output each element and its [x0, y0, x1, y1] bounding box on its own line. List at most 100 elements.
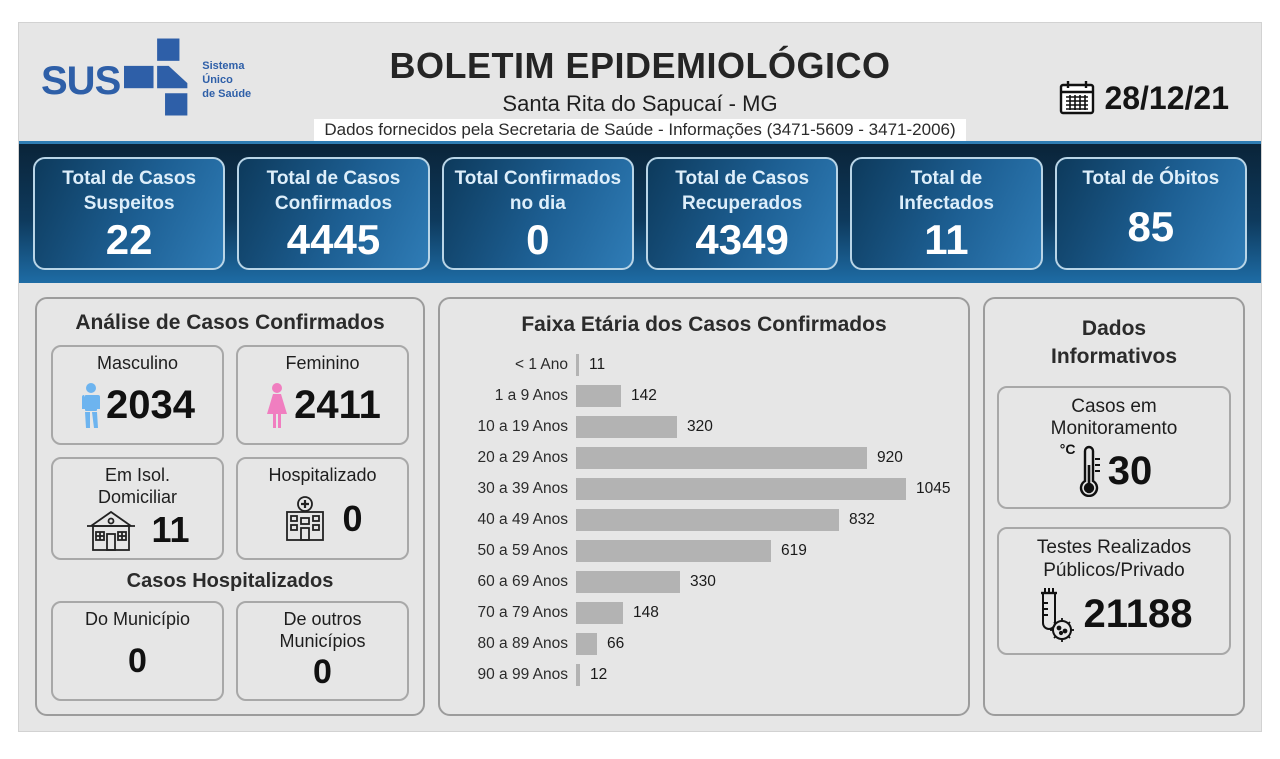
- age-label: 30 a 39 Anos: [477, 479, 569, 497]
- age-label: 1 a 9 Anos: [494, 386, 568, 404]
- stats-band: Total de Casos Suspeitos 22 Total de Cas…: [19, 141, 1261, 283]
- stat-card-confirmados-dia: Total Confirmados no dia 0: [441, 157, 634, 270]
- age-value: 619: [781, 541, 807, 559]
- test-tube-icon: [1041, 587, 1075, 642]
- local-municipality-label: Do Município: [84, 609, 191, 629]
- age-value: 1045: [916, 479, 951, 497]
- page-subtitle: Santa Rita do Sapucaí - MG: [502, 91, 778, 116]
- isolation-label: Em Isol. Domiciliar: [97, 465, 177, 507]
- age-bar: [576, 601, 623, 624]
- info-line: Dados fornecidos pela Secretaria de Saúd…: [19, 119, 1261, 141]
- age-value: 330: [690, 572, 716, 590]
- age-row: 30 a 39 Anos 1045: [450, 473, 958, 504]
- age-row: 90 a 99 Anos 12: [450, 659, 958, 690]
- age-value: 66: [607, 634, 625, 652]
- stat-label: Total de Casos Suspeitos: [62, 168, 197, 214]
- monitoring-label: Casos em Monitoramento: [1050, 395, 1178, 440]
- age-chart-rows: < 1 Ano 11 1 a 9 Anos 142 10 a 19 Anos 320 20 …: [450, 349, 958, 690]
- age-value: 11: [589, 355, 606, 373]
- female-label: Feminino: [285, 353, 360, 373]
- age-row: 80 a 89 Anos 66: [450, 628, 958, 659]
- stat-label: Total de Casos Confirmados: [266, 168, 401, 214]
- status-cards: Em Isol. Domiciliar 11: [51, 457, 409, 560]
- date-block: 28/12/21: [1058, 79, 1229, 117]
- stat-card-infectados: Total de Infectados 11: [850, 157, 1043, 270]
- sus-logo-tagline: Sistema Único de Saúde: [202, 60, 252, 100]
- hospitalized-cases-title: Casos Hospitalizados: [126, 570, 334, 592]
- hospitalized-card: Hospitalizado 0: [236, 457, 409, 560]
- age-row: 50 a 59 Anos 619: [450, 535, 958, 566]
- age-row: 10 a 19 Anos 320: [450, 411, 958, 442]
- male-card: Masculino 2034: [51, 345, 224, 445]
- age-bar: [576, 384, 621, 407]
- tests-value: 21188: [1083, 592, 1193, 637]
- age-row: 40 a 49 Anos 832: [450, 504, 958, 535]
- stat-label: Total Confirmados no dia: [454, 168, 622, 214]
- age-bar: [576, 415, 677, 438]
- age-value: 920: [877, 448, 903, 466]
- age-label: 20 a 29 Anos: [477, 448, 569, 466]
- stat-label: Total de Infectados: [898, 168, 994, 214]
- info-line-text: Dados fornecidos pela Secretaria de Saúd…: [314, 119, 966, 141]
- age-label: 90 a 99 Anos: [477, 665, 569, 683]
- age-value: 832: [849, 510, 875, 528]
- right-panel-title: Dados Informativos: [1050, 317, 1178, 369]
- stat-value: 4445: [286, 216, 381, 264]
- stat-value: 11: [924, 216, 969, 264]
- monitoring-card: Casos em Monitoramento °C 30: [997, 385, 1231, 510]
- isolation-value: 11: [151, 509, 190, 551]
- header: SUS Sistema Único de Saúde BOLETIM EPIDE…: [19, 23, 1261, 141]
- age-label: 50 a 59 Anos: [477, 541, 569, 559]
- age-label: 40 a 49 Anos: [477, 510, 569, 528]
- age-value: 148: [633, 603, 659, 621]
- age-value: 12: [590, 665, 608, 683]
- age-row: 60 a 69 Anos 330: [450, 566, 958, 597]
- age-label: 80 a 89 Anos: [477, 634, 569, 652]
- epidemiological-bulletin: SUS Sistema Único de Saúde BOLETIM EPIDE…: [18, 22, 1262, 732]
- municipality-cards: Do Município 0 De outros Municípios 0: [51, 601, 409, 701]
- hospitalized-label: Hospitalizado: [268, 465, 377, 485]
- age-chart-panel: Faixa Etária dos Casos Confirmados < 1 A…: [438, 297, 970, 716]
- male-label: Masculino: [96, 353, 179, 373]
- age-row: 20 a 29 Anos 920: [450, 442, 958, 473]
- informative-data-panel: Dados Informativos Casos em Monitorament…: [983, 297, 1245, 716]
- age-bar: [576, 508, 839, 531]
- age-bar: [576, 446, 867, 469]
- confirmed-analysis-panel: Análise de Casos Confirmados Masculino 2…: [35, 297, 425, 716]
- stat-value: 85: [1127, 202, 1175, 250]
- age-bar: [576, 632, 597, 655]
- female-card: Feminino 2411: [236, 345, 409, 445]
- stat-value: 22: [105, 216, 153, 264]
- house-icon: [87, 511, 136, 552]
- age-row: 1 a 9 Anos 142: [450, 380, 958, 411]
- age-value: 320: [687, 417, 713, 435]
- page-title: BOLETIM EPIDEMIOLÓGICO: [389, 45, 891, 86]
- isolation-card: Em Isol. Domiciliar 11: [51, 457, 224, 560]
- sus-logo: SUS Sistema Único de Saúde: [41, 37, 251, 125]
- female-icon: [267, 382, 288, 428]
- age-row: < 1 Ano 11: [450, 349, 958, 380]
- local-municipality-card: Do Município 0: [51, 601, 224, 701]
- other-municipality-value: 0: [313, 653, 332, 692]
- other-municipality-label: De outros Municípios: [279, 609, 366, 651]
- stat-label: Total de Óbitos: [1082, 168, 1220, 189]
- sus-logo-text: SUS: [41, 58, 121, 103]
- other-municipality-card: De outros Municípios 0: [236, 601, 409, 701]
- hospital-icon: [286, 496, 325, 542]
- age-value: 142: [631, 386, 657, 404]
- local-municipality-value: 0: [128, 642, 147, 681]
- content: Análise de Casos Confirmados Masculino 2…: [19, 283, 1261, 730]
- male-icon: [82, 382, 100, 428]
- age-label: 70 a 79 Anos: [477, 603, 569, 621]
- hospitalized-value: 0: [342, 498, 363, 540]
- age-bar: [576, 570, 680, 593]
- stat-value: 0: [526, 216, 550, 264]
- age-label: < 1 Ano: [514, 355, 568, 373]
- report-date: 28/12/21: [1104, 79, 1229, 116]
- stat-label: Total de Casos Recuperados: [675, 168, 810, 214]
- celsius-label: °C: [1059, 441, 1076, 458]
- male-value: 2034: [106, 383, 195, 428]
- female-value: 2411: [294, 383, 381, 428]
- calendar-icon: [1060, 81, 1095, 115]
- age-row: 70 a 79 Anos 148: [450, 597, 958, 628]
